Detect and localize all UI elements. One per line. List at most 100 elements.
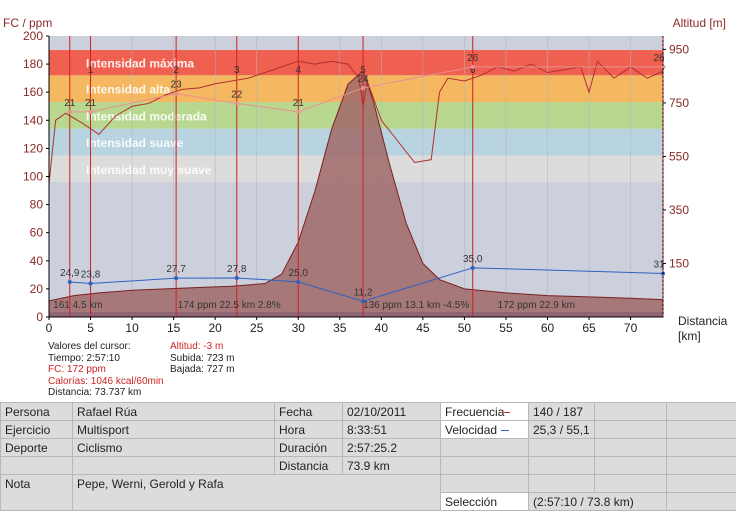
lap-number: 1 [88, 65, 94, 76]
persona-value: Rafael Rúa [72, 402, 275, 421]
series-label: 25,0 [289, 268, 309, 279]
y-left-tick-label: 40 [30, 254, 44, 268]
y-left-tick-label: 140 [23, 113, 43, 127]
x-tick-label: 45 [416, 321, 430, 335]
y-right-tick-label: 350 [669, 203, 689, 217]
lap-number: 4 [295, 65, 301, 76]
altitude-area [48, 69, 664, 318]
series-label: 35,0 [463, 254, 483, 265]
lap-annotation: 161 4.5 km [53, 300, 102, 311]
lap-number: 3 [234, 65, 240, 76]
y-left-tick-label: 160 [23, 85, 43, 99]
lap-number: 5 [360, 65, 366, 76]
session-info-table: Persona Rafael Rúa Fecha 02/10/2011 Frec… [0, 402, 736, 511]
series-label: 24 [357, 74, 369, 85]
duracion-label: Duración [274, 438, 343, 457]
lap-number: 7 [660, 65, 666, 76]
x-tick-label: 70 [624, 321, 638, 335]
y-right-axis-title: Altitud [m] [673, 16, 726, 30]
velocidad-value: 25,3 / 55,1 [528, 420, 595, 439]
zone-label: Intensidad muy suave [86, 163, 212, 177]
series-point [470, 265, 475, 270]
fecha-label: Fecha [274, 402, 343, 421]
series-label: 22 [231, 89, 243, 100]
series-point [361, 85, 366, 90]
series-label: 23,8 [81, 270, 101, 281]
x-tick-label: 60 [541, 321, 555, 335]
duracion-value: 2:57:25.2 [342, 438, 441, 457]
series-point [174, 276, 179, 281]
y-left-tick-label: 100 [23, 170, 43, 184]
hr-altitude-chart[interactable]: Intensidad máxima Intensidad alta Intensid… [0, 0, 736, 402]
y-left-tick-label: 60 [30, 226, 44, 240]
series-label: 21 [293, 98, 305, 109]
y-right-tick-label: 750 [669, 96, 689, 110]
series-line [69, 66, 663, 113]
series-point [470, 64, 475, 69]
frecuencia-label: Frecuencia [440, 402, 529, 421]
series-label: 27,8 [227, 264, 247, 275]
cursor-title: Valores del cursor: [48, 341, 131, 352]
x-tick-label: 55 [499, 321, 513, 335]
hora-label: Hora [274, 420, 343, 439]
series-point [296, 279, 301, 284]
x-tick-label: 15 [167, 321, 181, 335]
cursor-values-2: Altitud: -3 m Subida: 723 m Bajada: 727 … [170, 341, 235, 376]
y-left-tick-label: 0 [36, 310, 43, 324]
series-point [67, 109, 72, 114]
series-label: 21 [64, 98, 76, 109]
deporte-value: Ciclismo [72, 438, 275, 457]
x-axis-title: Distancia [678, 314, 728, 328]
series-label: 11,2 [354, 287, 373, 298]
x-tick-label: 40 [375, 321, 389, 335]
x-tick-label: 5 [87, 321, 94, 335]
series-point [234, 101, 239, 106]
altitude-profile [48, 69, 664, 318]
x-tick-label: 35 [333, 321, 347, 335]
zone-label: Intensidad suave [86, 136, 184, 150]
series-point [296, 109, 301, 114]
y-left-tick-label: 20 [30, 282, 44, 296]
distancia-value: 73.9 km [342, 456, 441, 475]
deporte-label: Deporte [0, 438, 73, 457]
distancia-label: Distancia [274, 456, 343, 475]
speed-legend-swatch [501, 429, 510, 431]
cursor-fc: FC: 172 ppm [48, 364, 106, 375]
seleccion-value: (2:57:10 / 73.8 km) [528, 492, 667, 511]
series-label: 23 [171, 80, 183, 91]
series-label: 31 [653, 259, 665, 270]
series-point [174, 91, 179, 96]
x-tick-label: 50 [458, 321, 472, 335]
y-right-tick-label: 550 [669, 149, 689, 163]
ejercicio-value: Multisport [72, 420, 275, 439]
cursor-time: Tiempo: 2:57:10 [48, 352, 120, 364]
axes: 0204060801001201401601802001503505507509… [3, 16, 728, 343]
lap-annotation: 174 ppm 22.5 km 2.8% [178, 300, 281, 311]
series-label: 27,7 [166, 264, 186, 275]
lap-number: 6 [470, 65, 476, 76]
x-axis-unit: [km] [678, 329, 701, 343]
x-tick-label: 65 [582, 321, 596, 335]
series-point [661, 64, 665, 69]
series-point [234, 275, 239, 280]
x-tick-label: 20 [208, 321, 222, 335]
fecha-value: 02/10/2011 [342, 402, 441, 421]
series-point [88, 281, 93, 286]
zone-label: Intensidad alta [86, 83, 170, 97]
frecuencia-value: 140 / 187 [528, 402, 595, 421]
y-left-tick-label: 180 [23, 57, 43, 71]
seleccion-label: Selección [440, 492, 529, 511]
zone-label: Intensidad máxima [86, 57, 194, 71]
cursor-calories: Calorías: 1046 kcal/60min [48, 375, 164, 387]
series-point [67, 280, 72, 285]
series-label: 26 [653, 53, 665, 64]
x-tick-label: 30 [292, 321, 306, 335]
zone-label: Intensidad moderada [86, 109, 207, 123]
series-line [69, 267, 664, 302]
x-tick-label: 25 [250, 321, 264, 335]
nota-value: Pepe, Werni, Gerold y Rafa [72, 474, 441, 511]
y-right-tick-label: 150 [669, 256, 689, 270]
cursor-altitude: Altitud: -3 m [170, 341, 224, 352]
cursor-distance: Distancia: 73.737 km [48, 387, 142, 398]
